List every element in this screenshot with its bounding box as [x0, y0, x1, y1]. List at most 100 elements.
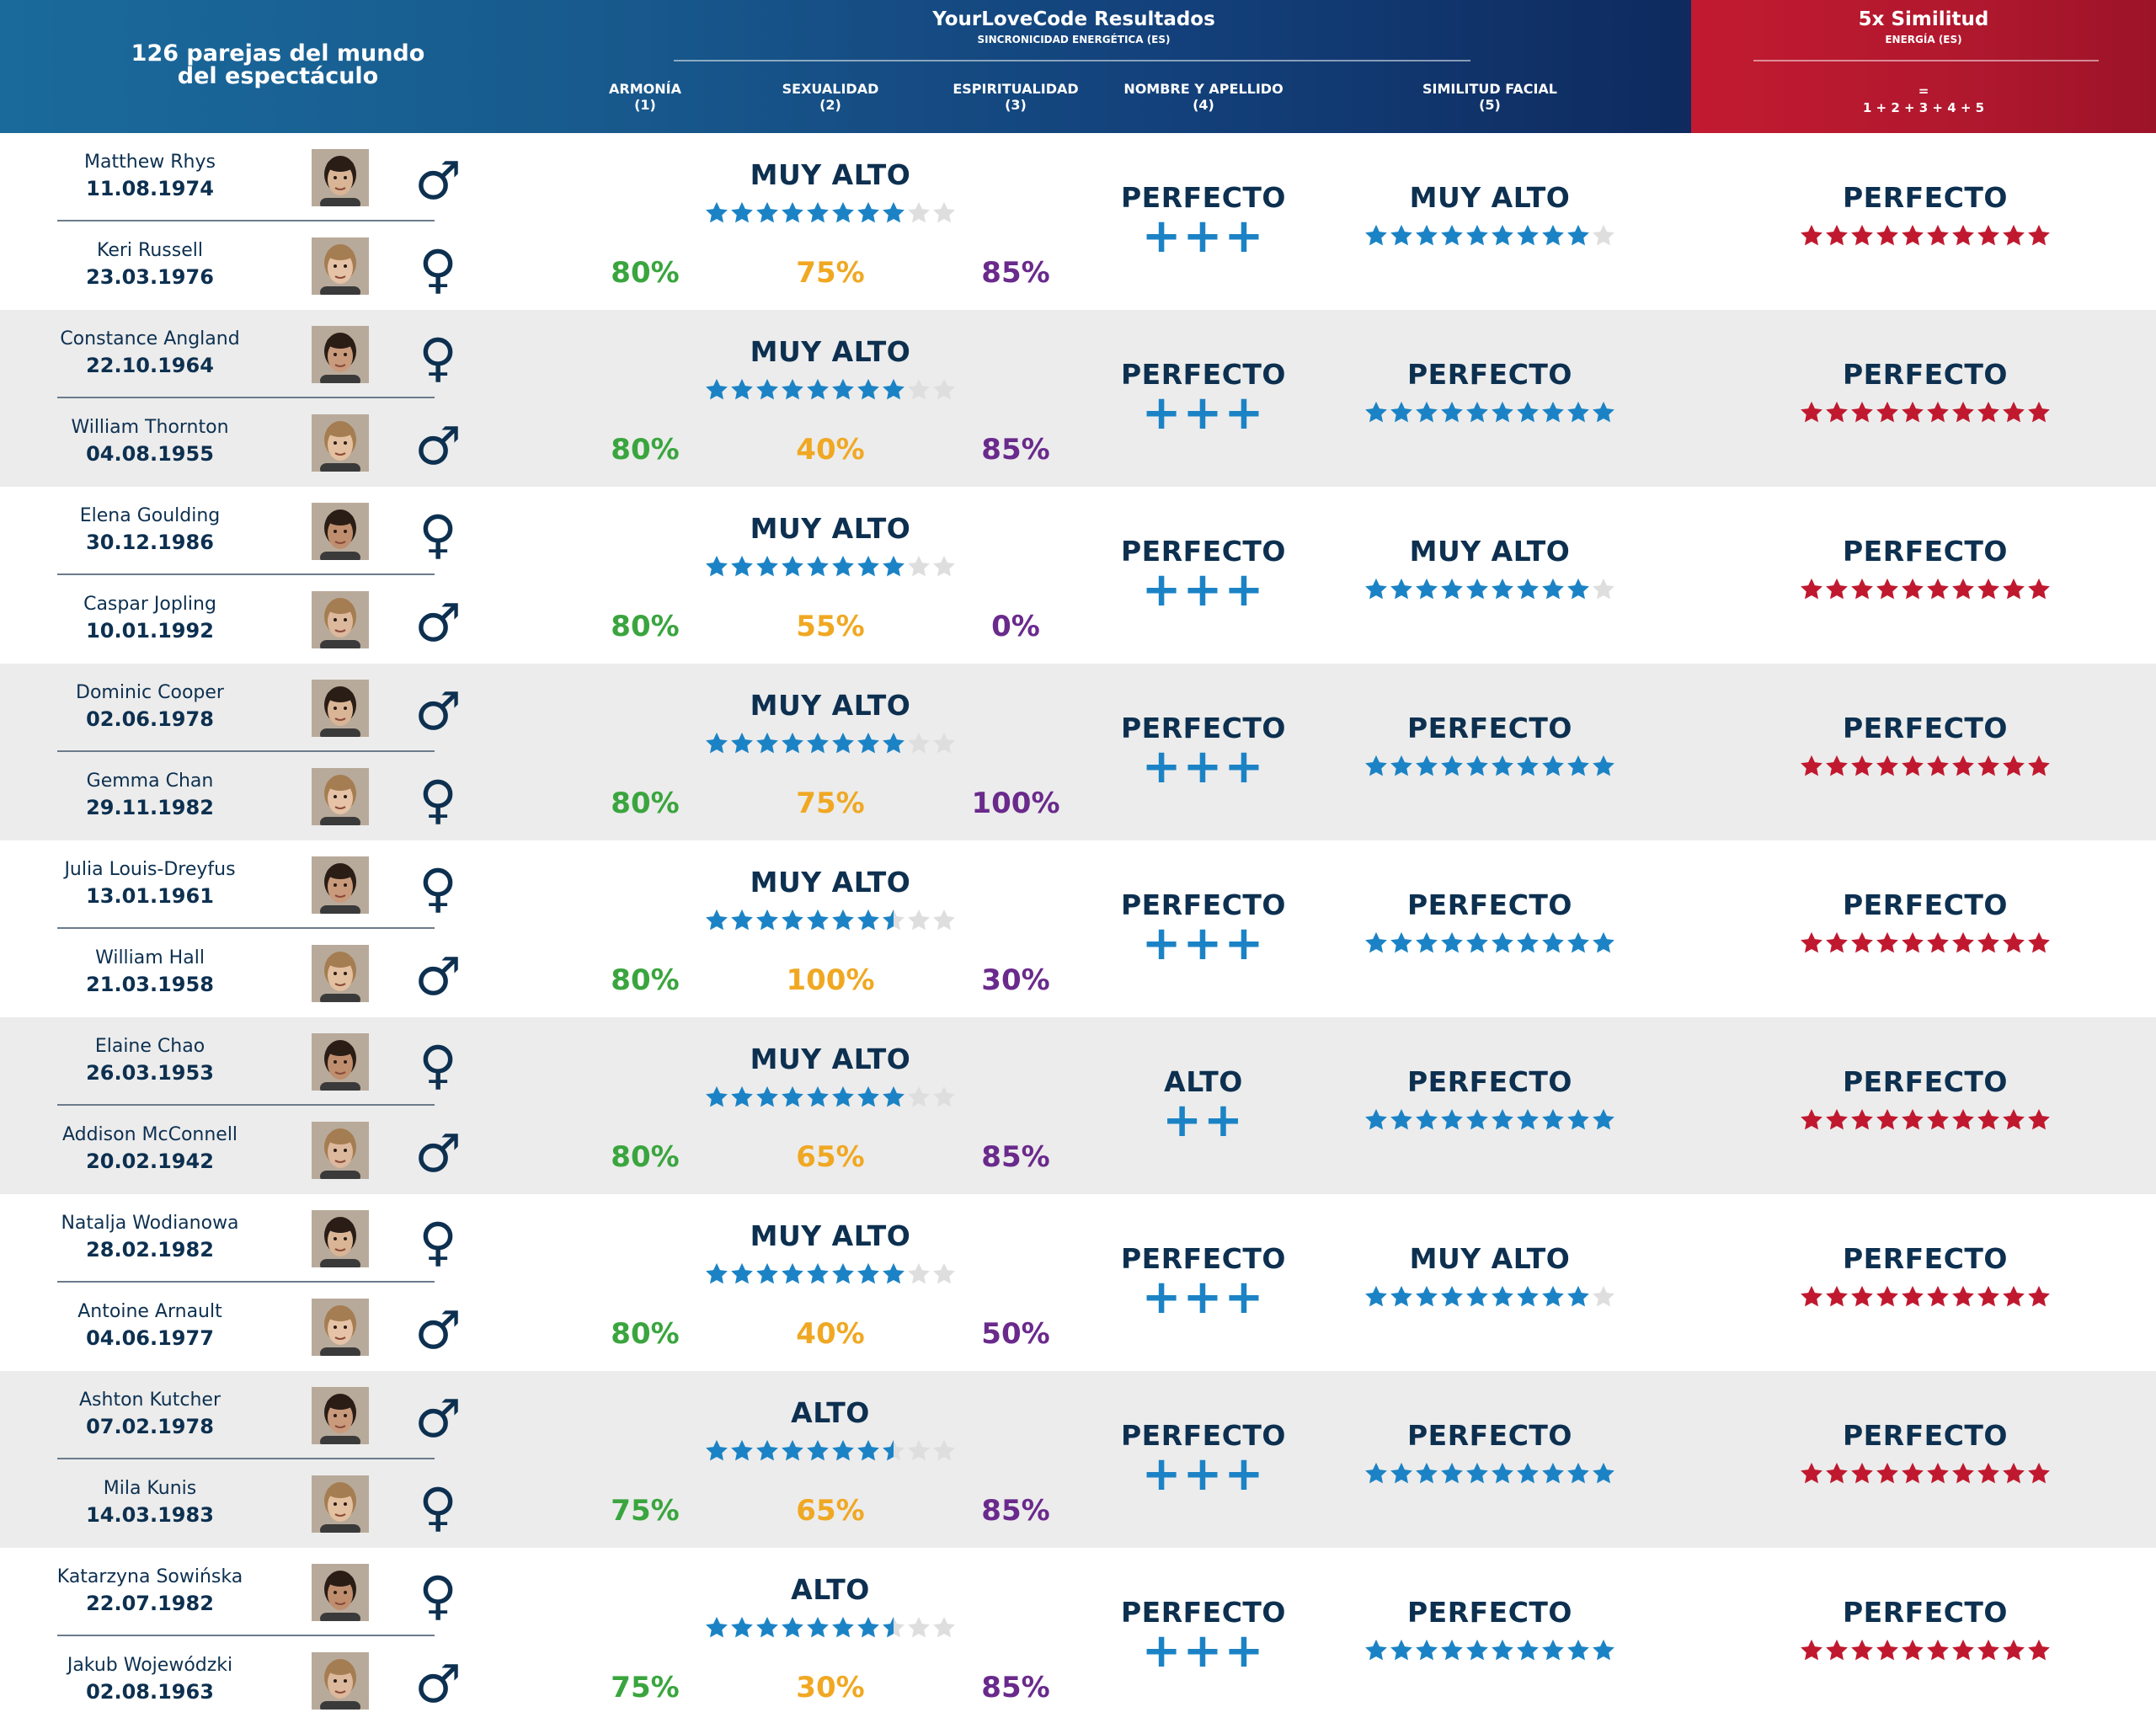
person1-name: Julia Louis-Dreyfus — [64, 859, 236, 880]
spirituality-value: 0% — [991, 610, 1040, 643]
star-icon — [807, 732, 829, 754]
person1-avatar — [312, 1564, 369, 1621]
star-icon — [1542, 755, 1564, 776]
star-icon — [1902, 755, 1924, 776]
empty-star-icon — [933, 1262, 955, 1284]
person1-name: Elena Goulding — [79, 505, 221, 526]
star-icon — [1851, 1462, 1873, 1484]
female-symbol-icon: ♀ — [419, 1565, 457, 1626]
empty-star-icon — [908, 1086, 930, 1107]
total-rating-stars — [1790, 1461, 2060, 1486]
star-icon — [1593, 1462, 1614, 1484]
person2-name: Keri Russell — [97, 240, 203, 261]
person1-name: Ashton Kutcher — [79, 1390, 221, 1411]
person1-avatar — [312, 856, 369, 914]
person2-name: Caspar Jopling — [83, 594, 216, 615]
couple-row: Elena Goulding 30.12.1986 ♀ Caspar Jopli… — [0, 487, 2156, 664]
star-icon — [1441, 931, 1463, 953]
star-icon — [1517, 755, 1539, 776]
male-symbol-icon: ♂ — [414, 415, 462, 477]
person1-name: Katarzyna Sowińska — [56, 1566, 243, 1587]
star-icon — [1801, 1639, 1822, 1661]
star-icon — [1365, 224, 1387, 246]
female-symbol-icon: ♀ — [419, 1476, 457, 1538]
star-icon — [832, 201, 854, 223]
star-icon — [832, 732, 854, 754]
name-plus-rating: +++ — [1141, 386, 1266, 440]
couple-divider — [57, 220, 435, 221]
spirituality-value: 85% — [981, 1671, 1050, 1704]
total-level: PERFECTO — [1842, 181, 2008, 214]
star-icon — [1851, 931, 1873, 953]
column-header-name: NOMBRE Y APELLIDO (4) — [1123, 81, 1283, 113]
sexuality-value: 100% — [786, 963, 875, 997]
star-icon — [1492, 401, 1513, 423]
star-icon — [857, 378, 879, 400]
person2-avatar — [312, 768, 369, 825]
star-icon — [1441, 224, 1463, 246]
harmony-value: 80% — [611, 1317, 680, 1351]
spirituality-value: 50% — [981, 1317, 1050, 1351]
star-icon — [706, 1616, 728, 1638]
sync-level: MUY ALTO — [750, 512, 911, 545]
person1-name: Constance Angland — [60, 328, 240, 349]
female-symbol-icon: ♀ — [419, 504, 457, 565]
sexuality-value: 40% — [796, 1317, 865, 1351]
star-icon — [1492, 224, 1513, 246]
star-icon — [2028, 1639, 2050, 1661]
star-icon — [1927, 578, 1949, 600]
star-icon — [1851, 224, 1873, 246]
star-icon — [1466, 401, 1488, 423]
star-icon — [1416, 931, 1438, 953]
star-icon — [782, 1262, 803, 1284]
star-icon — [883, 1262, 905, 1284]
star-icon — [782, 201, 803, 223]
star-icon — [1927, 1108, 1949, 1130]
star-icon — [2003, 1462, 2025, 1484]
empty-star-icon — [908, 1616, 930, 1638]
star-icon — [756, 1616, 778, 1638]
star-icon — [1542, 401, 1564, 423]
total-level: PERFECTO — [1842, 1596, 2008, 1629]
star-icon — [1801, 401, 1822, 423]
name-level: PERFECTO — [1120, 535, 1286, 568]
half-star-icon — [883, 909, 905, 931]
star-icon — [1466, 1462, 1488, 1484]
person2-birthdate: 20.02.1942 — [86, 1150, 214, 1173]
star-icon — [1390, 1639, 1412, 1661]
person1-avatar — [312, 503, 369, 560]
star-icon — [1492, 931, 1513, 953]
female-symbol-icon: ♀ — [419, 327, 457, 388]
star-icon — [883, 1086, 905, 1107]
star-icon — [1826, 401, 1848, 423]
portrait-image — [312, 1387, 369, 1444]
star-icon — [1542, 931, 1564, 953]
facial-rating-stars — [1355, 1107, 1625, 1133]
couple-divider — [57, 1635, 435, 1636]
person1-name: Elaine Chao — [94, 1036, 205, 1057]
star-icon — [2028, 1462, 2050, 1484]
star-icon — [2003, 755, 2025, 776]
sync-level: ALTO — [791, 1396, 870, 1429]
person1-birthdate: 13.01.1961 — [86, 884, 214, 908]
couple-row: Julia Louis-Dreyfus 13.01.1961 ♀ William… — [0, 840, 2156, 1017]
star-icon — [1441, 1108, 1463, 1130]
portrait-image — [312, 945, 369, 1002]
total-rating-stars — [1790, 1638, 2060, 1663]
star-icon — [1826, 931, 1848, 953]
star-icon — [1977, 1108, 1999, 1130]
star-icon — [832, 555, 854, 577]
couple-divider — [57, 397, 435, 398]
portrait-image — [312, 680, 369, 737]
star-icon — [1902, 578, 1924, 600]
person1-birthdate: 07.02.1978 — [86, 1415, 214, 1438]
harmony-value: 80% — [611, 610, 680, 643]
star-icon — [857, 1262, 879, 1284]
star-icon — [1927, 1285, 1949, 1307]
total-rating-stars — [1790, 400, 2060, 425]
male-symbol-icon: ♂ — [414, 1388, 462, 1449]
star-icon — [1441, 1462, 1463, 1484]
sync-rating-stars — [696, 554, 965, 579]
star-icon — [1801, 1108, 1822, 1130]
total-level: PERFECTO — [1842, 1065, 2008, 1098]
